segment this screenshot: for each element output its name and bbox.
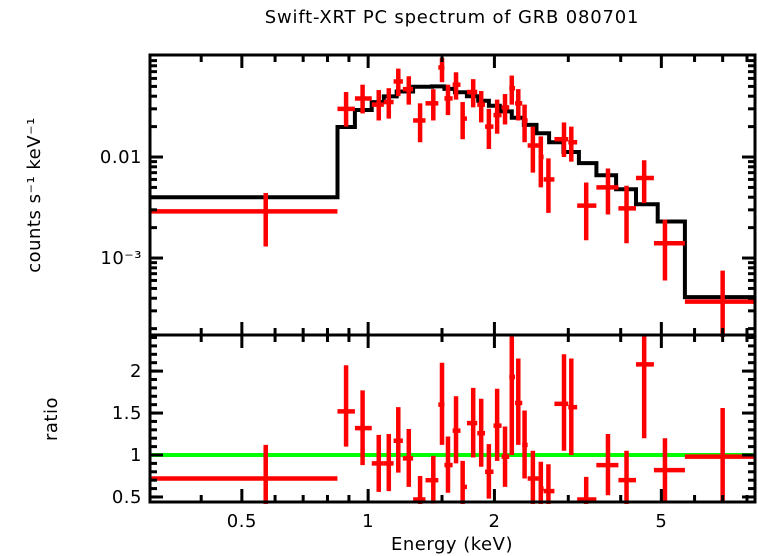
- axis-ticks: [150, 55, 755, 502]
- chart-title: Swift-XRT PC spectrum of GRB 080701: [265, 7, 639, 28]
- chart-generated: 0.5 1 2 5 0.01 10⁻³ 0.5 1 1.5 2: [100, 53, 757, 532]
- ratio-points: [148, 335, 755, 504]
- x-tick-label: 5: [655, 511, 667, 532]
- x-axis-label: Energy (keV): [391, 534, 513, 555]
- x-tick-label: 0.5: [227, 511, 257, 532]
- ratio-tick-label: 1.5: [112, 403, 142, 424]
- counts-tick-label: 10⁻³: [100, 248, 142, 269]
- counts-tick-label: 0.01: [100, 147, 142, 168]
- y-axis-label-counts: counts s⁻¹ keV⁻¹: [24, 117, 45, 273]
- ratio-tick-label: 0.5: [112, 487, 142, 508]
- ratio-tick-label: 2: [130, 361, 142, 382]
- model-line: [148, 84, 755, 300]
- x-tick-label: 1: [362, 511, 374, 532]
- y-axis-label-ratio: ratio: [41, 397, 62, 441]
- tick-labels: 0.5 1 2 5 0.01 10⁻³ 0.5 1 1.5 2: [100, 147, 667, 532]
- ratio-panel-frame: [148, 333, 757, 504]
- spectrum-points: [148, 57, 755, 337]
- axes-frame: [148, 53, 757, 504]
- x-tick-label: 2: [488, 511, 500, 532]
- ratio-tick-label: 1: [130, 445, 142, 466]
